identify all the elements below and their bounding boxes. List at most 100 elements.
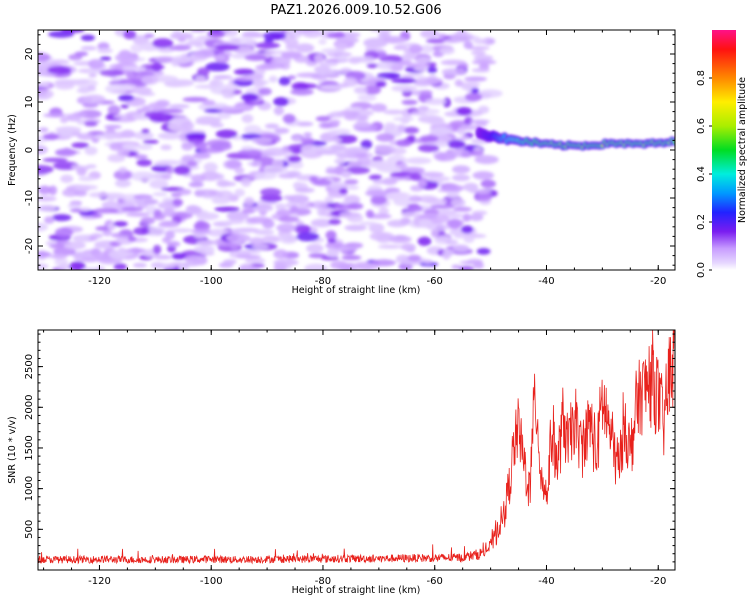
noise-blob xyxy=(152,244,162,255)
noise-blob xyxy=(253,229,275,236)
noise-blob xyxy=(409,172,422,181)
x-tick-label: -100 xyxy=(200,576,223,587)
noise-blob xyxy=(84,146,98,156)
noise-blob xyxy=(170,228,193,233)
noise-blob xyxy=(334,204,358,210)
noise-blob xyxy=(118,94,135,102)
noise-blob xyxy=(391,85,417,92)
noise-blob xyxy=(294,187,315,193)
noise-blob xyxy=(169,45,191,51)
noise-blob xyxy=(212,173,225,180)
noise-blob xyxy=(195,75,207,82)
noise-blob xyxy=(47,66,72,75)
noise-blob xyxy=(319,150,338,155)
noise-blob xyxy=(452,165,471,174)
noise-blob xyxy=(390,63,405,71)
noise-blob xyxy=(463,236,475,244)
noise-blob xyxy=(425,38,447,44)
noise-blob xyxy=(136,108,146,114)
noise-blob xyxy=(343,146,370,154)
noise-blob xyxy=(426,223,450,231)
noise-blob xyxy=(285,170,302,177)
noise-blob xyxy=(309,176,318,182)
noise-blob xyxy=(375,133,395,142)
noise-blob xyxy=(243,124,262,135)
noise-blob xyxy=(258,87,272,96)
noise-blob xyxy=(471,68,490,73)
snr-ticks: -120 -100 -80 -60 -40 -20 500 1000 1500 2000 2500 xyxy=(24,330,675,587)
noise-blob xyxy=(369,160,394,169)
noise-blob xyxy=(400,243,416,251)
noise-blob xyxy=(391,78,417,84)
noise-blob xyxy=(419,135,439,143)
noise-blob xyxy=(107,105,121,115)
noise-blob xyxy=(263,31,287,40)
noise-blob xyxy=(187,160,198,167)
noise-blob xyxy=(445,239,459,246)
noise-blob xyxy=(450,198,466,207)
noise-blob xyxy=(205,62,230,72)
noise-blob xyxy=(325,169,345,175)
noise-blob xyxy=(425,77,443,84)
noise-blob xyxy=(162,208,176,217)
noise-blob xyxy=(245,257,266,264)
noise-blob xyxy=(326,247,340,258)
noise-blob xyxy=(264,123,280,129)
noise-blob xyxy=(81,267,101,270)
noise-blob xyxy=(371,259,396,267)
noise-blob xyxy=(79,207,91,212)
noise-blob xyxy=(152,192,168,197)
noise-blob xyxy=(340,170,352,178)
noise-blob xyxy=(346,185,360,190)
noise-blob xyxy=(464,76,488,82)
noise-blob xyxy=(158,221,180,228)
noise-blob xyxy=(328,218,342,225)
noise-blob xyxy=(271,158,284,169)
noise-blob xyxy=(58,263,71,270)
noise-blob xyxy=(417,214,438,219)
noise-blob xyxy=(38,222,48,232)
noise-blob xyxy=(429,204,456,209)
noise-blob xyxy=(88,59,105,69)
noise-blob xyxy=(252,79,265,88)
noise-blob xyxy=(427,66,438,74)
noise-blob xyxy=(333,31,345,38)
noise-blob xyxy=(436,141,449,148)
noise-blob xyxy=(62,188,79,197)
y-tick-label: 1500 xyxy=(24,435,35,460)
noise-blob xyxy=(395,139,412,147)
noise-blob xyxy=(88,73,97,78)
noise-blob xyxy=(462,213,472,222)
noise-blob xyxy=(319,84,343,91)
colorbar-tick-label: 0.6 xyxy=(696,118,707,134)
noise-blob xyxy=(287,75,297,80)
noise-blob xyxy=(365,209,374,219)
noise-blob xyxy=(352,56,375,63)
noise-blob xyxy=(54,227,74,238)
noise-blob xyxy=(151,62,163,72)
noise-blob xyxy=(107,154,126,163)
x-tick-label: -80 xyxy=(315,576,331,587)
noise-blob xyxy=(105,84,129,94)
noise-blob xyxy=(273,259,299,266)
snr-x-label: Height of straight line (km) xyxy=(292,585,421,596)
noise-blob xyxy=(276,223,297,233)
noise-blob xyxy=(74,184,98,190)
noise-blob xyxy=(195,245,215,254)
noise-blob xyxy=(418,105,429,111)
noise-blob xyxy=(369,231,395,241)
noise-blob xyxy=(453,234,469,239)
noise-blob xyxy=(297,203,312,209)
noise-blob xyxy=(158,108,184,114)
x-tick-label: -20 xyxy=(650,576,666,587)
noise-blob xyxy=(181,154,195,163)
noise-blob xyxy=(283,195,296,201)
noise-blob xyxy=(377,244,403,249)
noise-blob xyxy=(38,195,57,202)
noise-blob xyxy=(171,252,187,260)
noise-blob xyxy=(127,236,137,242)
noise-blob xyxy=(264,50,287,55)
noise-blob xyxy=(442,249,451,260)
noise-blob xyxy=(223,259,237,265)
noise-blob xyxy=(67,203,82,209)
